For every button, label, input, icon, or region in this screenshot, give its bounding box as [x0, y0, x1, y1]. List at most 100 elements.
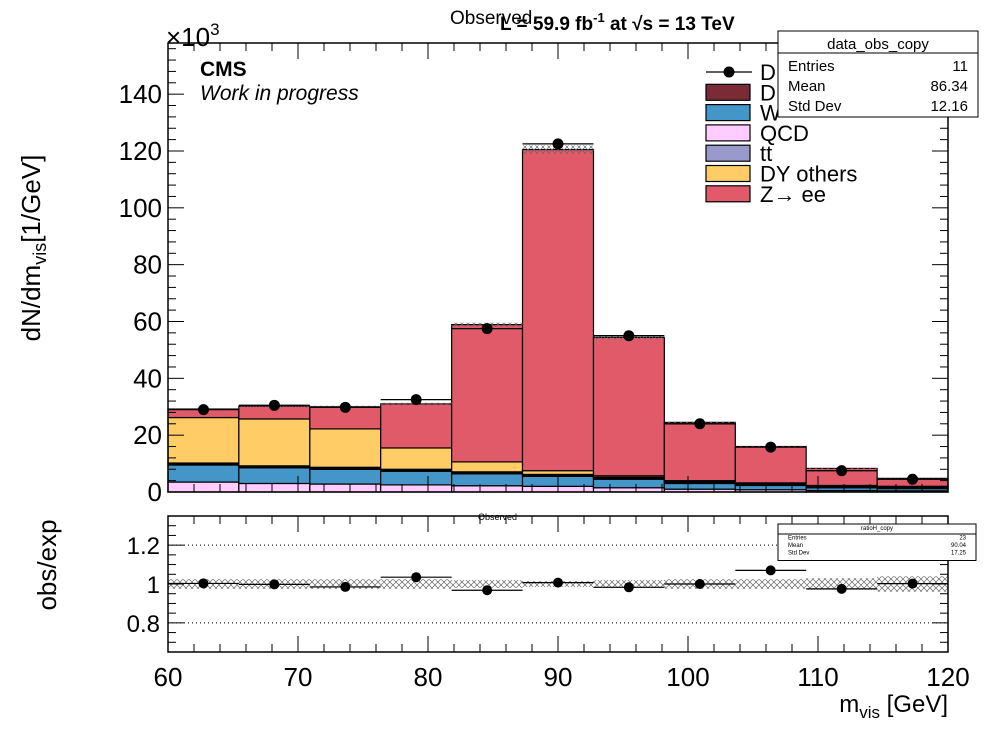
- data-point: [268, 399, 280, 411]
- bar: [380, 447, 453, 470]
- legend-entry: W: [705, 101, 781, 126]
- unc-band: [451, 580, 523, 588]
- stats-frame: [777, 30, 979, 118]
- stats-label: Mean: [788, 78, 826, 95]
- ratio-point: [340, 581, 351, 592]
- x-tick-label: 80: [414, 662, 443, 692]
- legend-swatch: [705, 124, 751, 142]
- bar: [167, 481, 240, 493]
- y-tick-label: 60: [133, 306, 162, 336]
- series-w: [167, 464, 949, 492]
- y-tick-label: 80: [133, 250, 162, 280]
- x-axis-title-part: m: [839, 691, 859, 718]
- legend-entry: DY others: [705, 162, 857, 187]
- bar: [663, 421, 736, 482]
- legend-swatch: [705, 103, 751, 122]
- x-tick-label: 60: [154, 662, 183, 692]
- y-axis-title-part: dN/dm: [16, 265, 46, 342]
- stats-boxes: data_obs_copy Entries 11 Mean 86.34 Std Dev 12…: [777, 30, 979, 561]
- unc-band: [380, 579, 452, 589]
- x-tick-label: 110: [797, 662, 838, 692]
- ratio-point: [411, 572, 422, 583]
- bar: [380, 470, 453, 486]
- bar: [238, 467, 311, 485]
- legend-label: tt: [760, 141, 772, 166]
- legend-swatch: [705, 83, 751, 101]
- observed-title: Observed: [450, 8, 532, 29]
- ratio-observed-title: Observed: [478, 512, 517, 522]
- data-points: [168, 138, 948, 485]
- main-pad: 0 20 40 60 80 100 120 140 dN/dmvis[1/GeV] ×103: [16, 20, 949, 507]
- multiplier-part: 3: [210, 20, 219, 39]
- data-point: [410, 394, 422, 406]
- bar: [309, 428, 382, 468]
- ratio_stats_box: ratioH_copy Entries 23 Mean 90.04 Std Dev 17.2…: [777, 523, 977, 561]
- data-point: [836, 465, 848, 477]
- data-point: [694, 418, 706, 430]
- unc-band: [735, 579, 807, 589]
- ratio-point: [482, 585, 493, 596]
- data-point: [197, 404, 209, 416]
- data-point: [765, 441, 777, 453]
- stats-label: Std Dev: [788, 551, 809, 557]
- y-tick-label: 0.8: [127, 611, 160, 638]
- ratio-x-axis: 60 70 80 90 100 110 120: [154, 516, 970, 692]
- legend-entry: tt: [705, 141, 772, 166]
- y-tick-label: 40: [133, 363, 162, 393]
- data-point: [339, 401, 351, 413]
- bar: [380, 403, 453, 449]
- y-tick-label: 1: [147, 572, 160, 599]
- legend-marker: [723, 66, 735, 78]
- bar: [309, 483, 382, 493]
- stats_box: data_obs_copy Entries 11 Mean 86.34 Std Dev 12…: [777, 30, 979, 118]
- ratio-y-axis-title: obs/exp: [32, 519, 62, 610]
- legend-label: Z→ ee: [760, 182, 826, 207]
- bar: [451, 461, 524, 473]
- stats-frame: [777, 523, 977, 561]
- stats-value: 90.04: [951, 543, 967, 549]
- main-y-axis: 0 20 40 60 80 100 120 140: [119, 48, 948, 507]
- legend-entry: QCD: [705, 121, 809, 146]
- stats-value: 86.34: [930, 78, 968, 95]
- lumi-sup: -1: [593, 10, 605, 25]
- legend-label: W: [760, 101, 781, 126]
- x-tick-label: 100: [666, 662, 709, 692]
- stats-label: Std Dev: [788, 98, 842, 115]
- ratio-point: [623, 582, 634, 593]
- stats-value: 11: [952, 58, 968, 75]
- bar: [167, 416, 240, 464]
- stats-value: 23: [959, 536, 966, 542]
- y-tick-label: 20: [133, 420, 162, 450]
- y-tick-label: 100: [119, 193, 162, 223]
- legend-label: QCD: [760, 121, 809, 146]
- ratio-points: [168, 565, 948, 596]
- stats-title: ratioH_copy: [861, 526, 893, 532]
- legend-entry: Z→ ee: [705, 182, 826, 207]
- ratio-point: [907, 578, 918, 589]
- ratio-x-axis-title: mvis [GeV]: [839, 691, 948, 722]
- ratio-point: [765, 565, 776, 576]
- main-y-axis-title: dN/dmvis[1/GeV]: [16, 155, 50, 342]
- data-point: [623, 330, 635, 342]
- ratio-point: [553, 577, 563, 588]
- legend-label: D: [760, 80, 776, 105]
- y-axis-title-part: [1/GeV]: [16, 155, 46, 243]
- unc-band: [522, 145, 594, 154]
- legend-swatch: [705, 144, 751, 162]
- legend-swatch: [705, 185, 751, 203]
- multiplier-part: ×10: [166, 22, 210, 52]
- bar: [521, 148, 595, 472]
- stats-label: Mean: [788, 543, 803, 549]
- bar: [592, 478, 665, 489]
- main-x-axis: [167, 43, 949, 492]
- bar: [592, 336, 665, 477]
- x-axis-title-part: vis: [859, 703, 880, 722]
- bar: [451, 473, 524, 487]
- bar: [380, 484, 453, 493]
- legend-swatch: [705, 164, 751, 183]
- data-point: [907, 473, 919, 485]
- stats-label: Entries: [788, 536, 807, 542]
- legend-label: D: [760, 60, 776, 85]
